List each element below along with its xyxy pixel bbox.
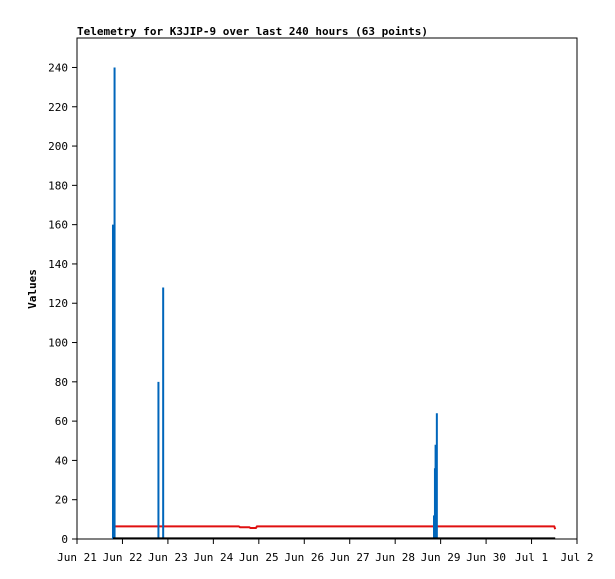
y-tick-label: 140 bbox=[48, 258, 68, 271]
y-tick-label: 160 bbox=[48, 219, 68, 232]
x-tick-label: Jun 23 bbox=[148, 551, 188, 564]
y-tick-label: 100 bbox=[48, 337, 68, 350]
y-tick-label: 0 bbox=[61, 533, 68, 546]
x-tick-label: Jun 26 bbox=[284, 551, 324, 564]
y-tick-label: 220 bbox=[48, 101, 68, 114]
y-tick-label: 240 bbox=[48, 61, 68, 74]
y-tick-label: 60 bbox=[55, 415, 68, 428]
data-series bbox=[111, 67, 557, 540]
y-tick-label: 120 bbox=[48, 297, 68, 310]
series-line-0 bbox=[113, 525, 557, 530]
x-tick-label: Jun 30 bbox=[466, 551, 506, 564]
y-tick-label: 180 bbox=[48, 179, 68, 192]
x-tick-label: Jun 29 bbox=[421, 551, 461, 564]
y-tick-label: 20 bbox=[55, 494, 68, 507]
y-tick-label: 200 bbox=[48, 140, 68, 153]
y-axis-label: Values bbox=[26, 269, 39, 309]
x-axis: Jun 21 Jun 22 Jun 23 Jun 24 Jun 25 Jun 26 Jun … bbox=[57, 539, 594, 564]
x-tick-label: Jun 25 bbox=[239, 551, 279, 564]
x-tick-label: Jun 27 bbox=[330, 551, 370, 564]
y-tick-label: 80 bbox=[55, 376, 68, 389]
x-tick-label: Jun 24 bbox=[193, 551, 233, 564]
x-tick-label: Jun 21 bbox=[57, 551, 97, 564]
y-axis: 0 20 40 60 80 100 120 140 160 180 200 220 240 bbox=[48, 61, 77, 546]
plot-frame bbox=[76, 37, 578, 540]
x-tick-label: Jul 1 bbox=[515, 551, 548, 564]
x-tick-label: Jun 22 bbox=[103, 551, 143, 564]
x-tick-label: Jul 2 bbox=[560, 551, 593, 564]
x-tick-label: Jun 28 bbox=[375, 551, 415, 564]
y-tick-label: 40 bbox=[55, 454, 68, 467]
chart-title: Telemetry for K3JIP-9 over last 240 hour… bbox=[77, 25, 428, 38]
